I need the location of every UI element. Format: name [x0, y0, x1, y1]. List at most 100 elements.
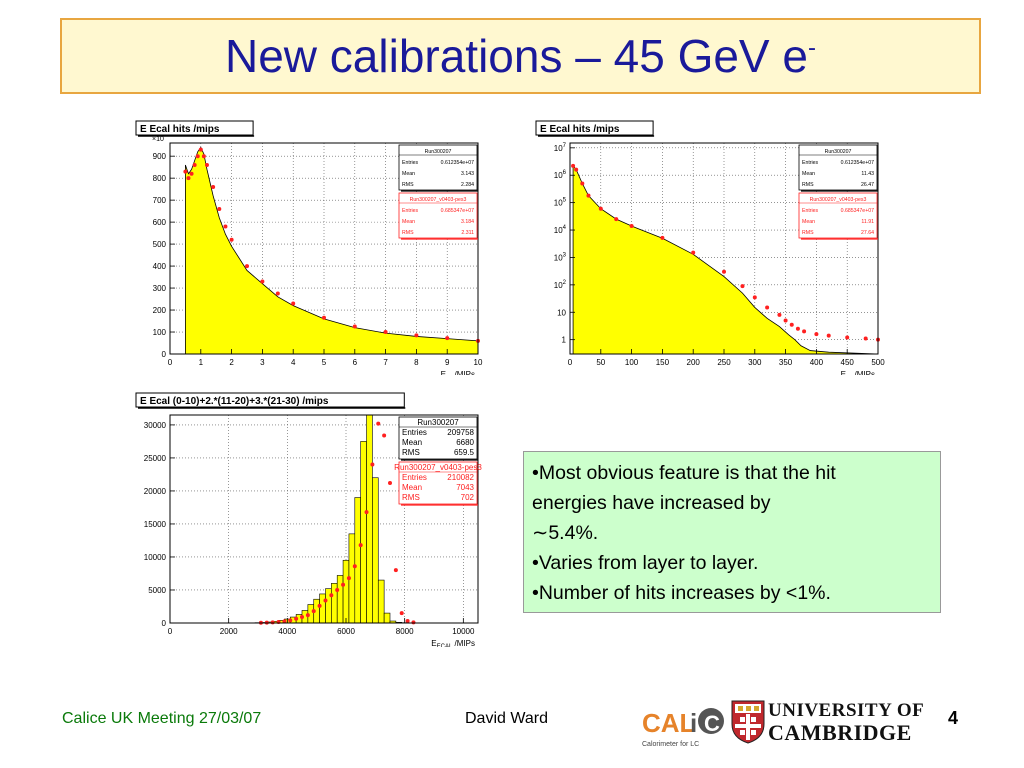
- stats-value: 210082: [447, 473, 474, 482]
- series-marker-point: [629, 224, 634, 229]
- bullet-line-1: •Most obvious feature is that the hit: [532, 462, 836, 484]
- series-marker-point: [364, 510, 369, 515]
- series-marker-point: [217, 206, 222, 211]
- stats-box: [398, 144, 478, 191]
- stats-value: 2.311: [461, 230, 474, 236]
- slide-title-box: New calibrations – 45 GeV e-: [60, 18, 981, 94]
- title-superscript: -: [807, 34, 816, 62]
- x-tick-label: 8000: [396, 627, 414, 636]
- series-marker-point: [845, 335, 850, 340]
- histogram-bar: [383, 612, 391, 624]
- bullet-line-2: energies have increased by: [532, 492, 771, 514]
- series-marker-point: [376, 421, 381, 426]
- svg-text:Calorimeter for LC: Calorimeter for LC: [642, 741, 699, 748]
- series-marker-point: [358, 543, 363, 548]
- page-number: 4: [948, 708, 959, 728]
- series-marker-point: [393, 568, 398, 573]
- series-marker-point: [571, 163, 576, 168]
- stats-value: 0.685347e+07: [441, 208, 474, 214]
- y-tick-label: 200: [153, 306, 167, 315]
- series-marker-point: [722, 269, 726, 274]
- series-marker-point: [183, 169, 188, 174]
- series-marker-point: [311, 609, 316, 614]
- x-tick-label: 9: [445, 358, 450, 367]
- y-tick-label: 102: [554, 280, 567, 290]
- histogram-bar: [354, 497, 361, 624]
- chart-title: E Ecal hits /mips: [540, 124, 620, 135]
- y-tick-label: 104: [554, 225, 567, 235]
- chart-ecal-sum: 0 2000 4000 6000 8000 10000 0 5000 10000 15000 200…: [135, 392, 482, 647]
- series-marker-point: [329, 593, 334, 598]
- histogram-bar: [342, 559, 350, 624]
- stats-label: Entries: [802, 160, 819, 166]
- y-tick-label: 0: [162, 350, 167, 359]
- chart-title: E Ecal hits /mips: [140, 124, 220, 135]
- series-marker-point: [783, 318, 788, 323]
- stats-box: [398, 416, 478, 460]
- y-tick-label: 107: [554, 143, 567, 153]
- series-marker-point: [352, 564, 357, 569]
- x-axis-label: Ehit /MIPs: [441, 370, 475, 375]
- series-marker-point: [201, 154, 206, 159]
- stats-label: Entries: [402, 160, 419, 166]
- x-tick-label: 3: [260, 358, 265, 367]
- svg-text:CAL: CAL: [642, 708, 696, 738]
- series-marker-point: [740, 284, 745, 289]
- y-tick-label: 15000: [144, 520, 167, 529]
- series-marker-point: [777, 312, 782, 317]
- x-tick-label: 10: [474, 358, 483, 367]
- stats-value: 6680: [456, 438, 474, 447]
- y-tick-label: 400: [153, 262, 167, 271]
- x-axis-label: Ehit /MIPs: [841, 370, 875, 375]
- stats-label: Entries: [402, 473, 427, 482]
- series-marker-point: [789, 322, 794, 327]
- stats-box: [398, 461, 478, 505]
- x-tick-label: 10000: [452, 627, 475, 636]
- y-tick-label: 10000: [144, 553, 167, 562]
- stats-value: 0.685347e+07: [841, 208, 874, 214]
- series-marker-point: [305, 613, 310, 618]
- histogram-bar: [319, 593, 326, 624]
- svg-text:i: i: [690, 708, 697, 738]
- series-marker-point: [863, 336, 868, 341]
- series-marker-point: [198, 147, 203, 152]
- x-tick-label: 5: [322, 358, 327, 367]
- series-marker-point: [598, 206, 603, 211]
- y-tick-label: 106: [554, 170, 567, 180]
- series-marker-point: [752, 295, 757, 300]
- y-tick-label: 20000: [144, 487, 167, 496]
- series-marker-point: [291, 301, 296, 306]
- chart-title: E Ecal (0-10)+2.*(11-20)+3.*(21-30) /mip…: [140, 396, 329, 407]
- stats-value: 26.47: [861, 182, 874, 188]
- stats-title: Run300207_v0403-pes3: [394, 463, 482, 472]
- series-marker-point: [574, 167, 579, 172]
- stats-label: RMS: [402, 182, 414, 188]
- x-tick-label: 200: [687, 358, 701, 367]
- histogram-bar: [366, 414, 373, 624]
- y-tick-label: 10: [557, 308, 566, 317]
- series-marker-point: [445, 336, 450, 341]
- stats-title: Run300207: [825, 149, 852, 155]
- x-tick-label: 350: [779, 358, 793, 367]
- series-marker-point: [270, 620, 275, 625]
- histogram-bar: [360, 441, 367, 624]
- calice-logo: CAL i C Calorimeter for LC: [640, 704, 726, 748]
- y-tick-label: 5000: [148, 586, 166, 595]
- y-tick-label: 700: [153, 196, 167, 205]
- y-tick-label: 300: [153, 284, 167, 293]
- stats-value: 702: [461, 493, 475, 502]
- y-axis-multiplier: ×10: [152, 136, 164, 143]
- stats-label: Entries: [802, 208, 819, 214]
- chart-ecal-hits-log: 0 50 100 150 200 250 300 350 400 450 500 1 10 102 103 1…: [535, 120, 885, 375]
- series-marker-point: [614, 217, 619, 222]
- x-tick-label: 450: [841, 358, 855, 367]
- series-marker-point: [411, 620, 416, 625]
- stats-value: 209758: [447, 428, 474, 437]
- cambridge-crest-icon: [731, 700, 765, 744]
- stats-label: RMS: [802, 230, 814, 236]
- svg-text:C: C: [704, 711, 720, 736]
- series-marker-point: [229, 237, 234, 242]
- series-marker-point: [245, 264, 249, 269]
- stats-label: RMS: [802, 182, 814, 188]
- histogram-bar: [372, 477, 379, 624]
